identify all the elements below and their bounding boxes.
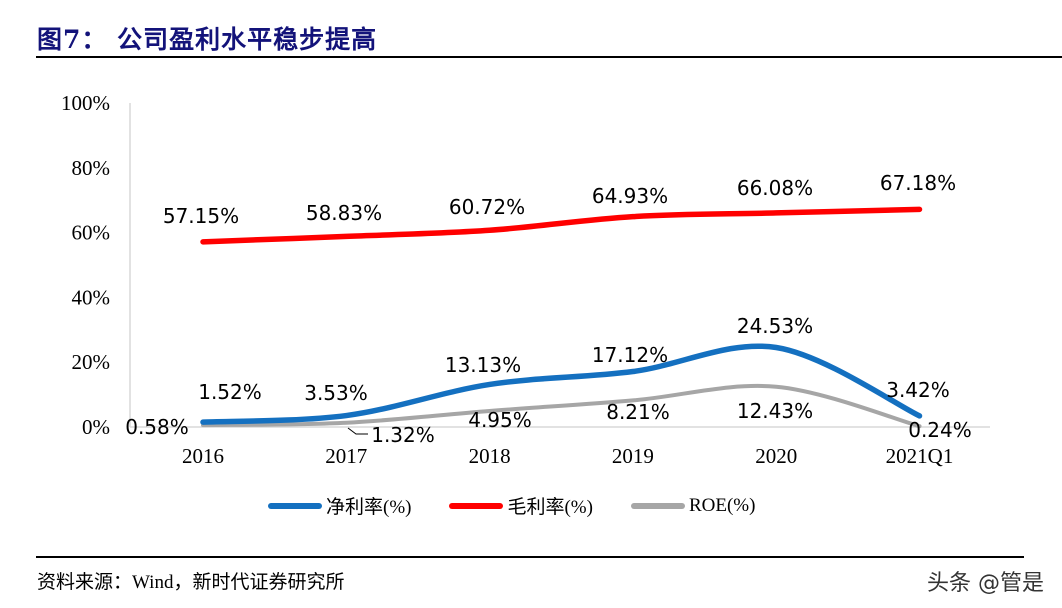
x-tick-label: 2020 bbox=[755, 444, 797, 468]
leader-line bbox=[347, 427, 368, 435]
data-label-net-margin: 17.12% bbox=[592, 343, 668, 367]
series-line-gross-margin bbox=[200, 206, 923, 245]
watermark: 头条 @管是 bbox=[927, 571, 1044, 596]
data-label-net-margin: 3.42% bbox=[886, 378, 950, 402]
legend-swatch bbox=[630, 502, 685, 509]
series-line-net-margin bbox=[200, 343, 923, 425]
data-label-net-margin: 24.53% bbox=[737, 314, 813, 338]
data-label-roe: 4.95% bbox=[468, 408, 532, 432]
y-tick-label: 40% bbox=[72, 285, 111, 309]
legend-item-gross-margin: 毛利率(%) bbox=[449, 492, 593, 519]
data-label-gross-margin: 58.83% bbox=[306, 201, 382, 225]
data-label-gross-margin: 64.93% bbox=[592, 184, 668, 208]
x-tick-label: 2017 bbox=[325, 444, 367, 468]
series-line-roe bbox=[201, 383, 922, 429]
legend-item-roe: ROE(%) bbox=[630, 492, 756, 519]
legend-label: 毛利率(%) bbox=[507, 497, 593, 518]
data-label-gross-margin: 57.15% bbox=[163, 204, 239, 228]
x-tick-label: 2021Q1 bbox=[886, 444, 954, 468]
data-label-net-margin: 3.53% bbox=[304, 381, 368, 405]
data-label-gross-margin: 67.18% bbox=[880, 171, 956, 195]
legend: 净利率(%) 毛利率(%) ROE(%) bbox=[268, 492, 755, 519]
figure-title: 图7： 公司盈利水平稳步提高 bbox=[37, 25, 378, 54]
data-label-gross-margin: 66.08% bbox=[737, 176, 813, 200]
line-chart: 0% 20% 40% 60% 80% 100% 2016 2017 2018 2019 2020 20… bbox=[61, 91, 990, 468]
source-note: 资料来源：Wind，新时代证券研究所 bbox=[37, 572, 345, 593]
footer-divider bbox=[36, 556, 1024, 558]
legend-label: 净利率(%) bbox=[326, 497, 412, 518]
x-tick-label: 2016 bbox=[182, 444, 224, 468]
y-tick-label: 0% bbox=[82, 415, 110, 439]
data-label-roe: 0.58% bbox=[125, 415, 189, 439]
legend-item-net-margin: 净利率(%) bbox=[268, 492, 411, 519]
y-tick-label: 60% bbox=[72, 221, 111, 245]
data-label-roe: 12.43% bbox=[737, 399, 813, 423]
x-tick-label: 2019 bbox=[612, 444, 654, 468]
data-label-roe: 0.24% bbox=[908, 418, 972, 442]
data-label-roe: 8.21% bbox=[606, 400, 670, 424]
data-label-roe: 1.32% bbox=[371, 423, 435, 447]
x-tick-label: 2018 bbox=[469, 444, 511, 468]
y-tick-label: 80% bbox=[72, 156, 111, 180]
y-tick-label: 100% bbox=[61, 91, 110, 115]
y-tick-label: 20% bbox=[72, 350, 111, 374]
data-label-gross-margin: 60.72% bbox=[449, 195, 525, 219]
data-label-net-margin: 13.13% bbox=[445, 353, 521, 377]
data-label-net-margin: 1.52% bbox=[198, 380, 262, 404]
legend-label: ROE(%) bbox=[688, 494, 756, 516]
legend-swatch bbox=[268, 502, 322, 509]
title-divider bbox=[36, 56, 1062, 58]
legend-swatch bbox=[449, 502, 504, 509]
